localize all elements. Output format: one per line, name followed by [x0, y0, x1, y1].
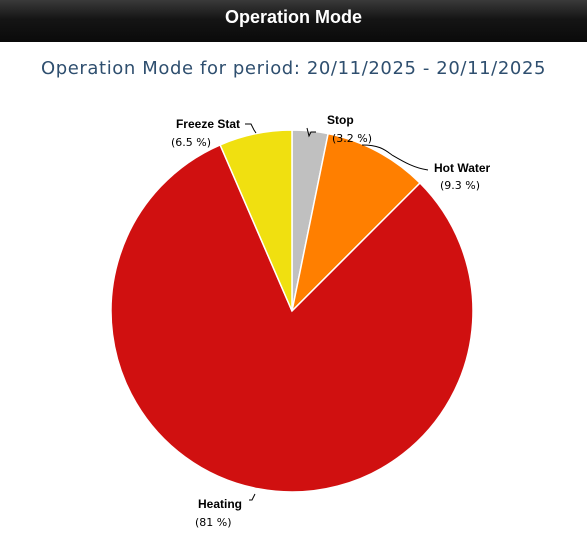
- label-pct-stop: (3.2 %): [332, 132, 372, 145]
- pie-slice-hot-water[interactable]: [290, 132, 422, 314]
- pie-slices: [110, 129, 474, 493]
- label-name-heating: Heating: [198, 497, 242, 511]
- pie-labels: Stop (3.2 %) Hot Water (9.3 %) Heating (81 %)…: [171, 113, 491, 529]
- label-pct-hot-water: (9.3 %): [440, 179, 480, 192]
- connector-hot-water: [361, 144, 429, 171]
- label-name-freeze-stat: Freeze Stat: [176, 117, 240, 131]
- label-pct-heating: (81 %): [195, 516, 232, 529]
- connector-freeze-stat: [245, 123, 257, 134]
- chart-title: Operation Mode for period: 20/11/2025 - …: [40, 58, 547, 79]
- pie-slice-heating[interactable]: [110, 143, 474, 493]
- header-bar: Operation Mode: [0, 0, 587, 42]
- connector-stop: [306, 127, 316, 138]
- label-name-stop: Stop: [327, 113, 354, 127]
- label-pct-freeze-stat: (6.5 %): [171, 136, 211, 149]
- connector-heating: [249, 493, 256, 501]
- page-title: Operation Mode: [224, 7, 362, 27]
- label-name-hot-water: Hot Water: [434, 161, 491, 175]
- pie-slice-freeze-stat[interactable]: [219, 129, 293, 312]
